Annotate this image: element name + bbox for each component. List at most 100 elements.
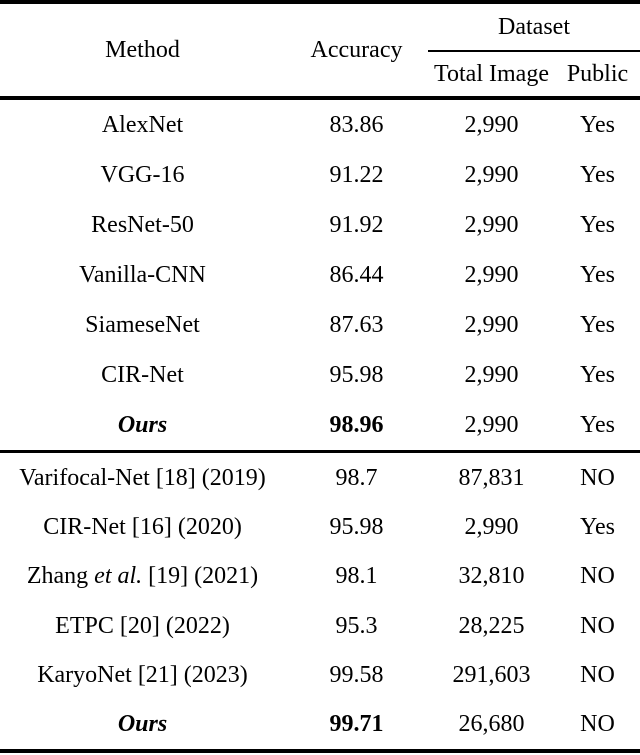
- method-label: Ours: [117, 412, 168, 438]
- method-label-etal: et al.: [94, 563, 143, 590]
- table-row: VGG-16 91.22 2,990 Yes: [0, 150, 640, 200]
- method-cell: Varifocal-Net [18] (2019): [0, 452, 285, 503]
- method-label: KaryoNet [21] (2023): [37, 661, 248, 688]
- accuracy-value: 99.71: [329, 711, 384, 738]
- total-image-cell: 2,990: [464, 312, 519, 338]
- total-image-cell: 291,603: [452, 661, 531, 688]
- table-row: ETPC [20] (2022) 95.3 28,225 NO: [0, 601, 640, 650]
- table-section-proposed-dataset: AlexNet 83.86 2,990 Yes VGG-16 91.22 2,9…: [0, 98, 640, 453]
- accuracy-value: 98.7: [335, 464, 378, 491]
- accuracy-value: 99.58: [329, 661, 384, 688]
- table-row: AlexNet 83.86 2,990 Yes: [0, 98, 640, 150]
- total-image-cell: 2,990: [428, 400, 555, 453]
- total-image-cell: 28,225: [458, 612, 525, 639]
- public-cell: Yes: [580, 362, 615, 388]
- accuracy-value: 83.86: [329, 112, 384, 138]
- public-cell: Yes: [580, 162, 615, 188]
- method-cell: SiameseNet: [0, 300, 285, 350]
- public-cell: Yes: [580, 262, 615, 288]
- accuracy-cell: 95.3: [285, 601, 428, 650]
- table-row: KaryoNet [21] (2023) 99.58 291,603 NO: [0, 650, 640, 699]
- col-header-public: Public: [555, 51, 640, 100]
- total-image-cell: 87,831: [458, 464, 525, 491]
- table-section-literature: Varifocal-Net [18] (2019) 98.7 87,831 NO…: [0, 452, 640, 751]
- col-header-accuracy: Accuracy: [285, 2, 428, 100]
- public-cell: NO: [580, 661, 615, 688]
- accuracy-cell: 99.58: [285, 650, 428, 699]
- public-cell: Yes: [555, 400, 640, 453]
- table-row: Vanilla-CNN 86.44 2,990 Yes: [0, 250, 640, 300]
- method-cell: KaryoNet [21] (2023): [0, 650, 285, 699]
- method-cell: ResNet-50: [0, 200, 285, 250]
- total-image-cell: 2,990: [464, 112, 519, 138]
- method-cell: CIR-Net: [0, 350, 285, 400]
- method-label: SiameseNet: [85, 312, 200, 338]
- method-label-post: [19] (2021): [142, 563, 259, 590]
- table-row-ours: Ours 98.96 2,990 Yes: [0, 400, 640, 453]
- method-label: Ours: [117, 711, 168, 738]
- total-image-cell: 2,990: [464, 162, 519, 188]
- total-image-cell: 2,990: [464, 362, 519, 388]
- total-image-cell: 2,990: [464, 212, 519, 238]
- accuracy-value: 98.96: [329, 412, 384, 438]
- method-cell: Ours: [0, 699, 285, 750]
- method-label: Zhang et al. [19] (2021): [27, 563, 258, 589]
- accuracy-cell: 86.44: [285, 250, 428, 300]
- method-label: CIR-Net [16] (2020): [43, 513, 242, 540]
- method-label: Varifocal-Net [18] (2019): [19, 464, 266, 491]
- accuracy-cell: 83.86: [285, 98, 428, 150]
- public-cell: Yes: [580, 312, 615, 338]
- accuracy-cell: 91.92: [285, 200, 428, 250]
- method-label: ResNet-50: [91, 212, 194, 238]
- accuracy-value: 86.44: [329, 262, 384, 288]
- accuracy-cell: 95.98: [285, 350, 428, 400]
- method-label: CIR-Net: [101, 362, 184, 388]
- public-cell: NO: [580, 464, 615, 491]
- method-cell: Zhang et al. [19] (2021): [0, 552, 285, 601]
- public-cell: NO: [580, 563, 615, 590]
- method-label-pre: Zhang: [26, 563, 95, 590]
- method-label: Vanilla-CNN: [79, 262, 206, 288]
- accuracy-cell: 98.7: [285, 452, 428, 503]
- col-header-total-image: Total Image: [428, 51, 555, 100]
- table-row: SiameseNet 87.63 2,990 Yes: [0, 300, 640, 350]
- accuracy-value: 95.98: [329, 513, 384, 540]
- method-cell: VGG-16: [0, 150, 285, 200]
- col-header-dataset: Dataset: [428, 2, 640, 52]
- table-row-ours: Ours 99.71 26,680 NO: [0, 699, 640, 750]
- public-cell: NO: [580, 612, 615, 639]
- method-cell: ETPC [20] (2022): [0, 601, 285, 650]
- method-cell: Vanilla-CNN: [0, 250, 285, 300]
- accuracy-value: 91.92: [329, 212, 384, 238]
- total-image-cell: 2,990: [464, 513, 519, 540]
- table-row: Varifocal-Net [18] (2019) 98.7 87,831 NO: [0, 452, 640, 503]
- accuracy-cell: 98.1: [285, 552, 428, 601]
- table-header: Method Accuracy Dataset Total Image Publ…: [0, 2, 640, 100]
- method-cell: Ours: [0, 400, 285, 453]
- accuracy-cell: 95.98: [285, 502, 428, 551]
- method-label: ETPC [20] (2022): [55, 612, 230, 639]
- accuracy-value: 95.3: [335, 612, 378, 639]
- table-row: ResNet-50 91.92 2,990 Yes: [0, 200, 640, 250]
- method-cell: CIR-Net [16] (2020): [0, 502, 285, 551]
- accuracy-value: 91.22: [329, 162, 384, 188]
- accuracy-value: 98.1: [335, 563, 378, 590]
- total-image-cell: 2,990: [464, 262, 519, 288]
- public-cell: NO: [580, 711, 615, 738]
- total-image-cell: 32,810: [458, 563, 525, 590]
- accuracy-cell: 99.71: [285, 699, 428, 750]
- public-cell: Yes: [580, 112, 615, 138]
- table-row: CIR-Net [16] (2020) 95.98 2,990 Yes: [0, 502, 640, 551]
- method-label: AlexNet: [101, 112, 184, 138]
- accuracy-value: 87.63: [329, 312, 384, 338]
- method-label: VGG-16: [100, 162, 185, 188]
- accuracy-cell: 87.63: [285, 300, 428, 350]
- accuracy-cell: 91.22: [285, 150, 428, 200]
- table-row: Zhang et al. [19] (2021) 98.1 32,810 NO: [0, 552, 640, 601]
- total-image-cell: 26,680: [458, 711, 525, 738]
- accuracy-value: 95.98: [329, 362, 384, 388]
- method-cell: AlexNet: [0, 98, 285, 150]
- public-cell: Yes: [580, 513, 615, 540]
